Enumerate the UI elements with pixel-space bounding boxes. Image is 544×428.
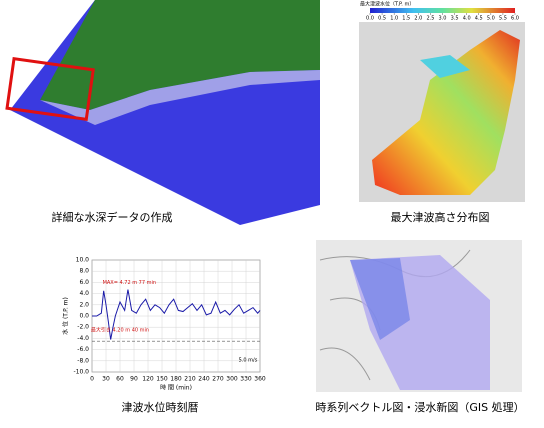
x-tick-label: 360 bbox=[254, 376, 266, 383]
x-tick-label: 120 bbox=[142, 376, 154, 383]
x-tick-label: 90 bbox=[130, 376, 138, 383]
caption: 津波水位時刻暦 bbox=[122, 400, 199, 414]
colorbar-tick-label: 2.0 bbox=[414, 16, 422, 22]
x-tick-label: 300 bbox=[226, 376, 238, 383]
water-level-line bbox=[92, 289, 261, 340]
x-tick-label: 330 bbox=[240, 376, 252, 383]
colorbar-tick-label: 1.5 bbox=[402, 16, 410, 22]
y-axis-label: 水 位 (T.P. m) bbox=[62, 297, 70, 335]
colorbar-tick-label: 5.5 bbox=[499, 16, 507, 22]
colorbar-tick-label: 0.5 bbox=[378, 16, 386, 22]
y-tick-label: 8.0 bbox=[79, 268, 89, 275]
colorbar-tick-label: 6.0 bbox=[511, 16, 519, 22]
annotation: 最大引き 4.20 m 40 min bbox=[91, 327, 149, 334]
colorbar-tick-label: 0.0 bbox=[366, 16, 374, 22]
y-tick-label: 10.0 bbox=[76, 257, 90, 264]
caption: 詳細な水深データの作成 bbox=[52, 210, 173, 224]
x-tick-label: 180 bbox=[170, 376, 182, 383]
tsunami-map bbox=[359, 22, 525, 202]
annotation: MAX= 4.72 m 77 min bbox=[103, 280, 157, 286]
colorbar-tick-label: 4.0 bbox=[463, 16, 471, 22]
x-tick-label: 150 bbox=[156, 376, 168, 383]
colorbar bbox=[370, 8, 515, 13]
annotation: 5.0 m/s bbox=[239, 358, 258, 364]
colorbar-tick-label: 3.0 bbox=[439, 16, 447, 22]
y-tick-label: -4.0 bbox=[77, 335, 89, 342]
x-tick-label: 60 bbox=[116, 376, 124, 383]
caption: 最大津波高さ分布図 bbox=[391, 210, 490, 224]
y-tick-label: -2.0 bbox=[77, 324, 89, 331]
x-tick-label: 270 bbox=[212, 376, 224, 383]
colorbar-tick-label: 1.0 bbox=[390, 16, 398, 22]
colorbar-tick-label: 2.5 bbox=[426, 16, 434, 22]
y-tick-label: 4.0 bbox=[79, 290, 89, 297]
y-tick-label: -10.0 bbox=[73, 369, 89, 376]
x-tick-label: 0 bbox=[90, 376, 94, 383]
x-tick-label: 210 bbox=[184, 376, 196, 383]
y-tick-label: -8.0 bbox=[77, 357, 89, 364]
y-tick-label: 0.0 bbox=[79, 313, 89, 320]
colorbar-tick-label: 4.5 bbox=[475, 16, 483, 22]
caption: 時系列ベクトル図・浸水新図（GIS 処理） bbox=[315, 400, 524, 414]
y-tick-label: 2.0 bbox=[79, 301, 89, 308]
colorbar-title: 最大津波水位（T.P. m） bbox=[360, 1, 414, 8]
terrain-image bbox=[5, 0, 320, 225]
vector-map bbox=[316, 240, 522, 392]
x-axis-label: 時 間 (min) bbox=[160, 384, 192, 392]
y-tick-label: 6.0 bbox=[79, 279, 89, 286]
y-tick-label: -6.0 bbox=[77, 346, 89, 353]
colorbar-tick-label: 5.0 bbox=[487, 16, 495, 22]
x-tick-label: 240 bbox=[198, 376, 210, 383]
x-tick-label: 30 bbox=[102, 376, 110, 383]
colorbar-tick-label: 3.5 bbox=[451, 16, 459, 22]
